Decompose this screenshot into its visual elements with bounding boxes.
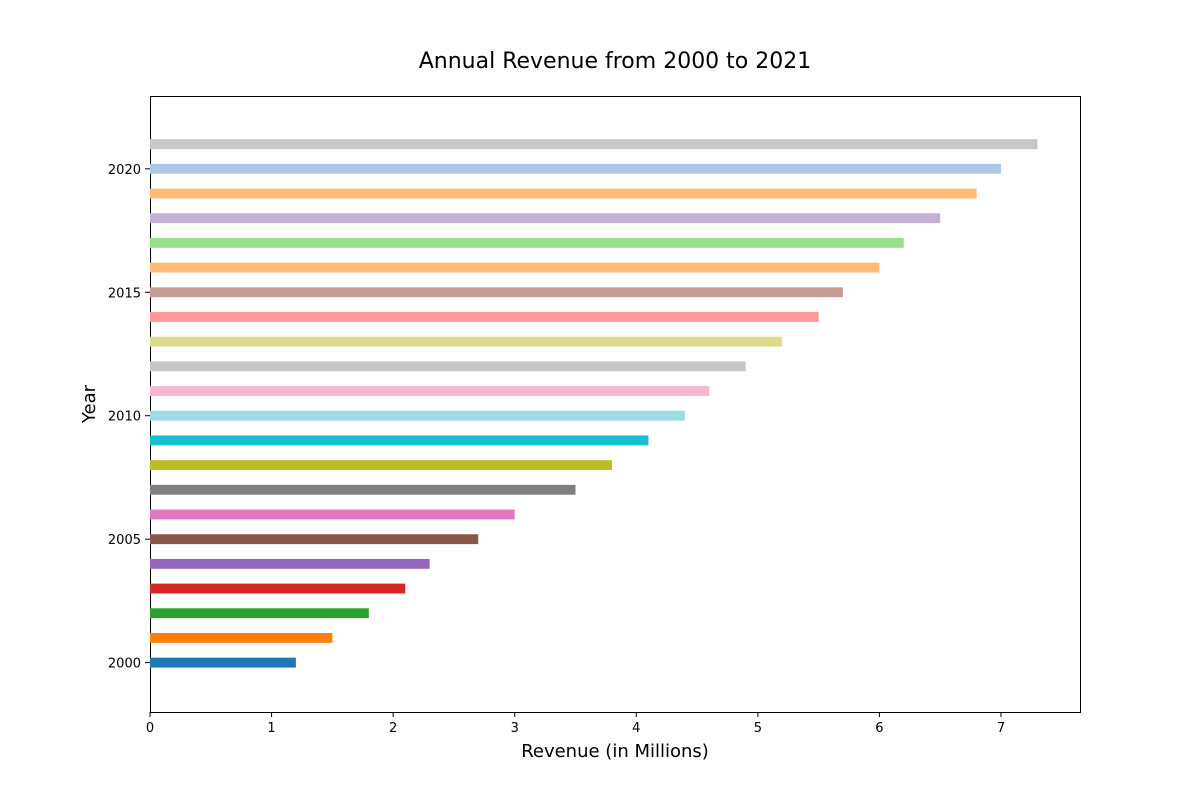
x-tick-label: 4 bbox=[632, 721, 640, 736]
x-axis-label: Revenue (in Millions) bbox=[521, 741, 709, 762]
bar-2002 bbox=[150, 608, 369, 619]
x-tick-label: 2 bbox=[389, 721, 397, 736]
bar-2011 bbox=[150, 386, 710, 396]
x-tick-label: 7 bbox=[997, 721, 1005, 736]
bar-2005 bbox=[150, 534, 479, 545]
y-tick-label: 2000 bbox=[108, 657, 141, 672]
bar-2013 bbox=[150, 336, 783, 347]
y-axis-ticks: 2000 2005 2010 2015 2020 bbox=[108, 163, 150, 672]
bar-2012 bbox=[150, 361, 746, 372]
bar-2010 bbox=[150, 410, 685, 421]
bar-2016 bbox=[150, 262, 880, 273]
plot-frame bbox=[150, 96, 1081, 713]
x-tick-label: 6 bbox=[875, 721, 883, 736]
x-tick-label: 1 bbox=[267, 721, 275, 736]
bar-2006 bbox=[150, 509, 515, 520]
bar-2017 bbox=[150, 237, 904, 248]
bar-2000 bbox=[150, 657, 296, 668]
y-tick-label: 2010 bbox=[108, 410, 141, 425]
y-tick-label: 2020 bbox=[108, 163, 141, 178]
x-axis-ticks: 0 1 2 3 4 5 6 7 bbox=[146, 712, 1005, 736]
bars-group bbox=[150, 139, 1038, 668]
y-tick-label: 2015 bbox=[108, 286, 141, 301]
bar-2007 bbox=[150, 484, 576, 495]
bar-2019 bbox=[150, 188, 977, 199]
bar-2021 bbox=[150, 139, 1038, 150]
y-axis-label: Year bbox=[79, 384, 100, 424]
bar-2001 bbox=[150, 632, 333, 643]
x-tick-label: 3 bbox=[511, 721, 519, 736]
x-tick-label: 0 bbox=[146, 721, 154, 736]
bar-2014 bbox=[150, 312, 819, 322]
bar-2003 bbox=[150, 583, 406, 594]
bar-2015 bbox=[150, 287, 843, 298]
bar-2009 bbox=[150, 435, 649, 446]
x-tick-label: 5 bbox=[754, 721, 762, 736]
chart-title: Annual Revenue from 2000 to 2021 bbox=[419, 49, 812, 74]
y-tick-label: 2005 bbox=[108, 533, 141, 548]
bar-2018 bbox=[150, 213, 941, 224]
bar-2020 bbox=[150, 163, 1001, 174]
bar-2004 bbox=[150, 558, 430, 569]
bar-2008 bbox=[150, 460, 612, 471]
